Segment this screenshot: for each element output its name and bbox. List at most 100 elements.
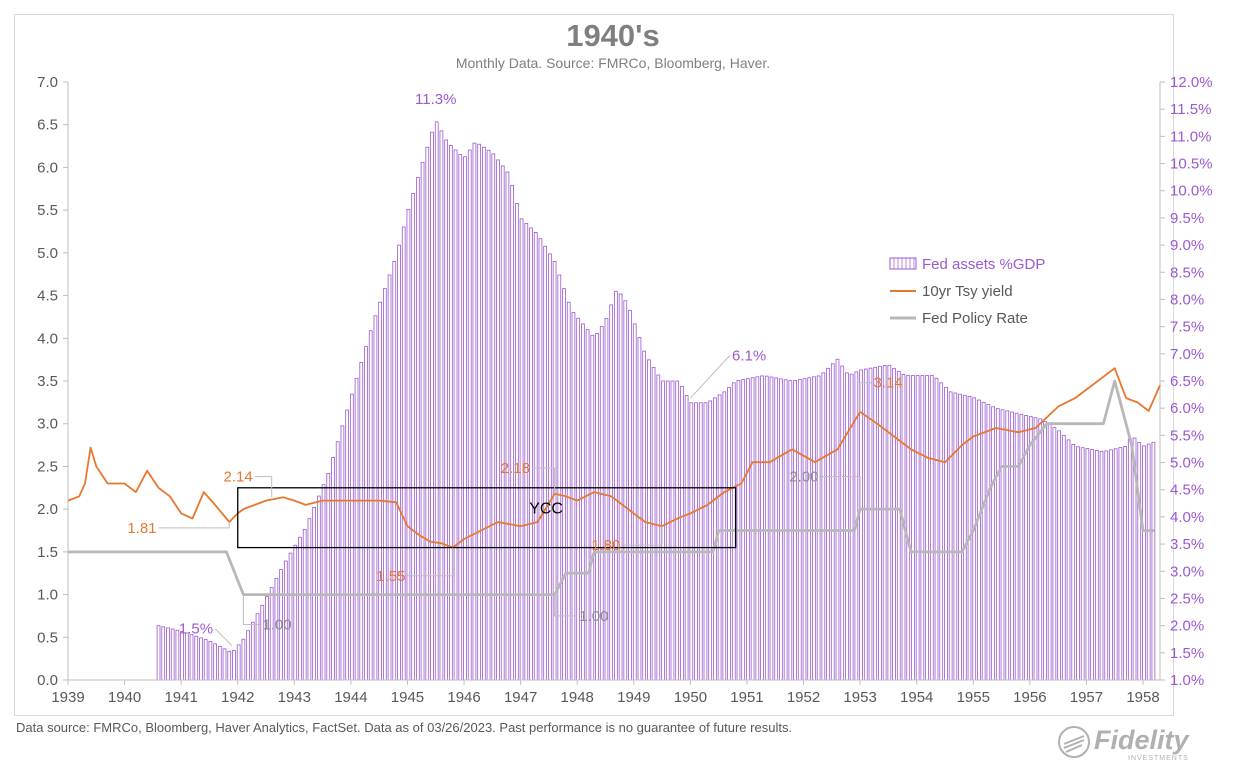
fed-assets-bar — [632, 323, 637, 681]
y-left-tick-label: 6.5 — [37, 117, 58, 134]
fed-assets-bar — [618, 293, 623, 681]
fed-assets-bar — [510, 184, 515, 681]
fed-assets-bar — [411, 193, 415, 681]
x-tick-label: 1941 — [164, 689, 197, 706]
fed-assets-bar — [953, 392, 958, 681]
fed-assets-bar — [755, 376, 760, 681]
fed-assets-bar — [359, 362, 364, 681]
fed-assets-bar — [1000, 409, 1005, 681]
series-lines — [67, 367, 1161, 596]
fed-assets-bar — [472, 142, 477, 681]
y-right-tick-label: 4.0% — [1170, 509, 1204, 526]
y-left-tick-label: 2.5 — [37, 458, 58, 475]
annotation-leader — [242, 594, 261, 625]
y-right-tick-label: 3.0% — [1170, 563, 1204, 580]
fed-assets-bar — [166, 627, 170, 681]
legend-swatch — [889, 257, 917, 270]
y-left-tick-label: 2.0 — [37, 501, 58, 518]
fed-assets-bar — [1028, 416, 1033, 681]
y-right-tick-label: 1.5% — [1170, 645, 1204, 662]
annotation-label: 1.5% — [179, 621, 213, 638]
fed-assets-bar — [727, 386, 731, 681]
fed-assets-bar — [255, 613, 260, 681]
x-tick-label: 1945 — [391, 689, 424, 706]
fed-assets-bar — [326, 473, 331, 681]
y-left-tick-label: 4.0 — [37, 330, 58, 347]
y-right-tick-label: 2.5% — [1170, 590, 1204, 607]
fed-assets-bar — [316, 495, 321, 681]
y-right-tick-label: 1.0% — [1170, 672, 1204, 689]
fed-assets-bar — [812, 376, 816, 681]
y-left-tick-label: 5.5 — [37, 202, 58, 219]
legend: Fed assets %GDP 10yr Tsy yield Fed Policy … — [889, 256, 1045, 327]
annotation-label: 11.3% — [415, 91, 456, 108]
chart-title: 1940's — [566, 18, 660, 53]
annotation-label: 2.00 — [789, 469, 818, 486]
fed-assets-bars — [156, 121, 1156, 681]
fed-assets-bar — [623, 300, 628, 681]
y-right-tick-label: 12.0% — [1170, 74, 1213, 91]
annotation-leader — [622, 526, 663, 546]
x-tick-label: 1943 — [278, 689, 311, 706]
fed-assets-bar — [972, 397, 977, 681]
fed-assets-bar — [331, 457, 335, 681]
fed-assets-bar — [184, 632, 189, 681]
y-right-tick-label: 9.0% — [1170, 237, 1204, 254]
annotation-leader — [254, 476, 273, 498]
fed-assets-bar — [939, 382, 944, 681]
fed-assets-bar — [453, 149, 458, 681]
y-left-tick-label: 1.0 — [37, 587, 58, 604]
ten-year-yield-line — [67, 367, 1161, 549]
fed-assets-bar — [349, 393, 354, 681]
x-tick-label: 1948 — [561, 689, 594, 706]
x-tick-label: 1946 — [447, 689, 480, 706]
annotation-label: 1.00 — [262, 616, 291, 633]
fed-assets-bar — [1061, 434, 1066, 681]
fed-assets-bar — [929, 375, 934, 681]
y-left-tick-label: 1.5 — [37, 544, 58, 561]
fed-assets-bar — [826, 367, 830, 681]
fed-assets-bar — [1076, 446, 1080, 681]
fed-assets-bar — [368, 330, 373, 681]
fed-assets-bar — [1057, 430, 1061, 681]
fed-assets-bar — [232, 650, 236, 681]
fed-assets-bar — [1142, 445, 1146, 681]
fed-assets-bar — [689, 402, 694, 681]
fed-assets-bar — [628, 309, 632, 681]
x-tick-label: 1957 — [1070, 689, 1103, 706]
annotation-leader — [859, 382, 872, 412]
fed-assets-bar — [981, 401, 986, 681]
fed-assets-bar — [694, 402, 698, 681]
x-tick-label: 1954 — [900, 689, 933, 706]
fed-assets-bar — [415, 177, 420, 681]
fed-assets-bar — [585, 329, 590, 681]
fed-assets-bar — [821, 372, 826, 681]
annotation-leader — [554, 594, 578, 617]
y-right-tick-label: 6.5% — [1170, 373, 1204, 390]
fed-assets-bar — [321, 484, 326, 681]
fed-assets-bar — [769, 376, 774, 681]
fed-assets-bar — [760, 375, 764, 681]
fed-assets-bar — [439, 130, 444, 681]
fed-assets-bar — [675, 380, 680, 681]
fed-assets-bar — [647, 359, 651, 681]
fed-assets-bar — [840, 365, 845, 681]
y-right-tick-label: 7.0% — [1170, 346, 1204, 363]
fed-assets-bar — [1019, 413, 1024, 681]
fed-assets-bar — [915, 375, 920, 681]
fed-assets-bar — [958, 393, 962, 681]
fed-assets-bar — [420, 161, 425, 681]
fed-assets-bar — [467, 149, 472, 681]
x-tick-label: 1940 — [108, 689, 141, 706]
fed-assets-bar — [1014, 412, 1019, 681]
fed-assets-bar — [519, 218, 524, 681]
annotations: 1.81 2.14 1.55 2.18 1.80 3.14 1.00 1.00 2.00 1.5%… — [127, 91, 903, 647]
footer-note: Data source: FMRCo, Bloomberg, Haver Ana… — [16, 720, 793, 735]
logo-subtext: INVESTMENTS — [1128, 755, 1189, 762]
y-left-tick-label: 5.0 — [37, 245, 58, 262]
fed-assets-bar — [1052, 427, 1057, 681]
fed-assets-bar — [873, 366, 878, 681]
fed-assets-bar — [1104, 450, 1109, 681]
y-right-tick-label: 5.0% — [1170, 455, 1204, 472]
fed-assets-bar — [1137, 442, 1142, 681]
